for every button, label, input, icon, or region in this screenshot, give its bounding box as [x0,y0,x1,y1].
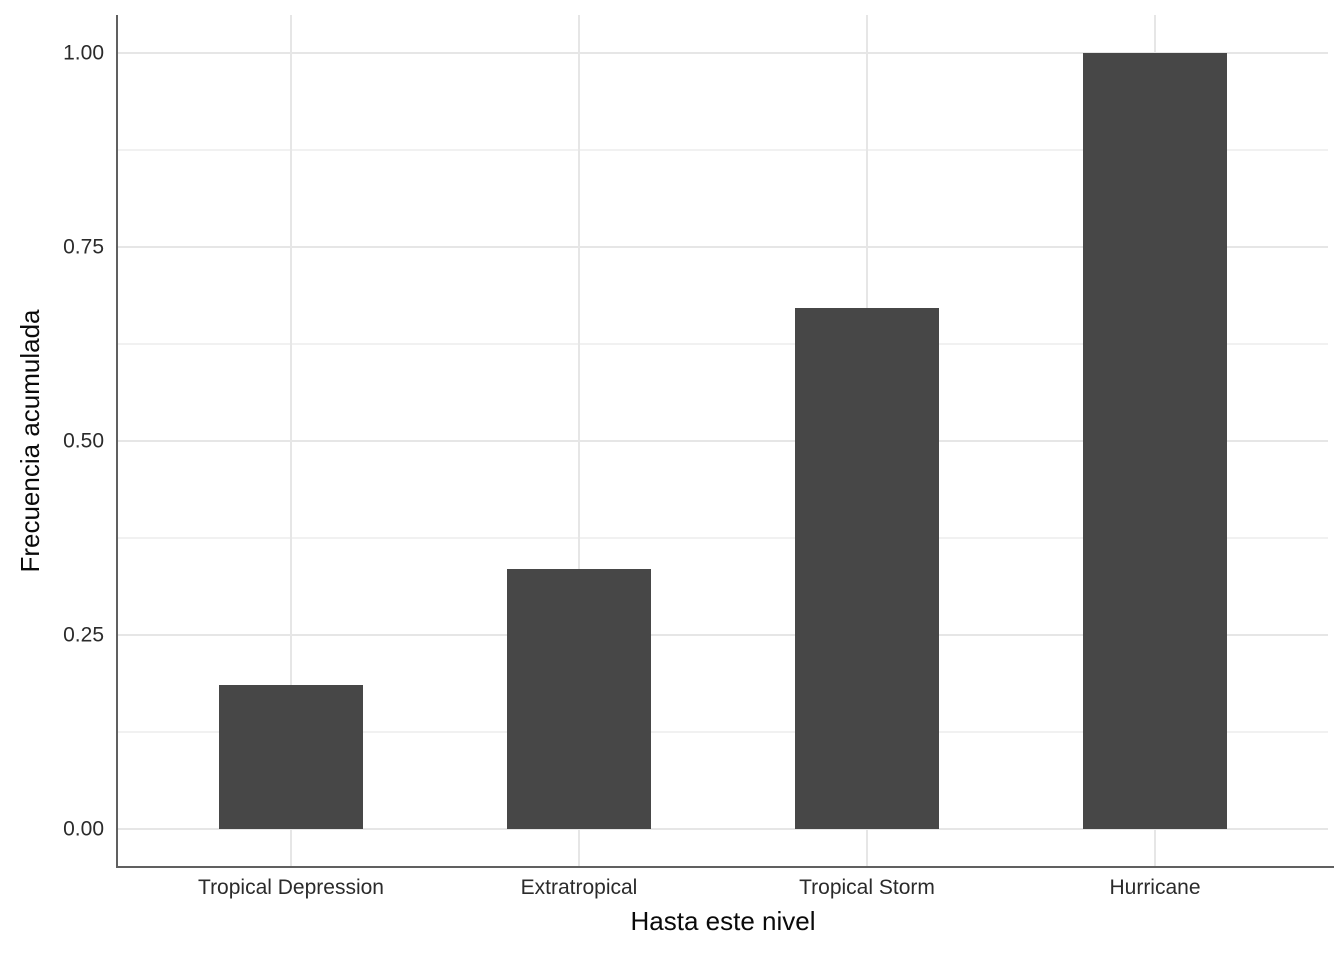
gridline-major-horizontal [118,634,1328,636]
x-tick-label: Tropical Storm [799,876,935,899]
gridline-major-horizontal [118,246,1328,248]
y-tick-label: 0.75 [63,235,104,259]
x-tick-label: Tropical Depression [198,876,384,899]
x-axis-line [116,866,1334,868]
y-axis-line [116,15,118,868]
y-tick-label: 0.00 [63,817,104,841]
gridline-minor-horizontal [118,537,1328,539]
gridline-major-horizontal [118,828,1328,830]
x-axis-title: Hasta este nivel [630,906,816,936]
x-tick-label: Hurricane [1109,876,1201,899]
gridline-minor-horizontal [118,731,1328,733]
gridline-minor-horizontal [118,343,1328,345]
gridline-major-horizontal [118,52,1328,54]
gridline-major-horizontal [118,440,1328,442]
y-tick-label: 0.25 [63,623,104,647]
gridline-major-vertical [578,15,580,866]
gridline-minor-horizontal [118,149,1328,151]
bar-tropical-depression [219,685,363,829]
bar-tropical-storm [795,307,939,829]
y-tick-label: 1.00 [63,41,104,65]
bar-extratropical [507,569,651,829]
x-tick-label: Extratropical [520,876,638,899]
plot-panel [118,15,1328,866]
bar-hurricane [1083,53,1227,829]
y-tick-label: 0.50 [63,429,104,453]
gridline-major-vertical [290,15,292,866]
